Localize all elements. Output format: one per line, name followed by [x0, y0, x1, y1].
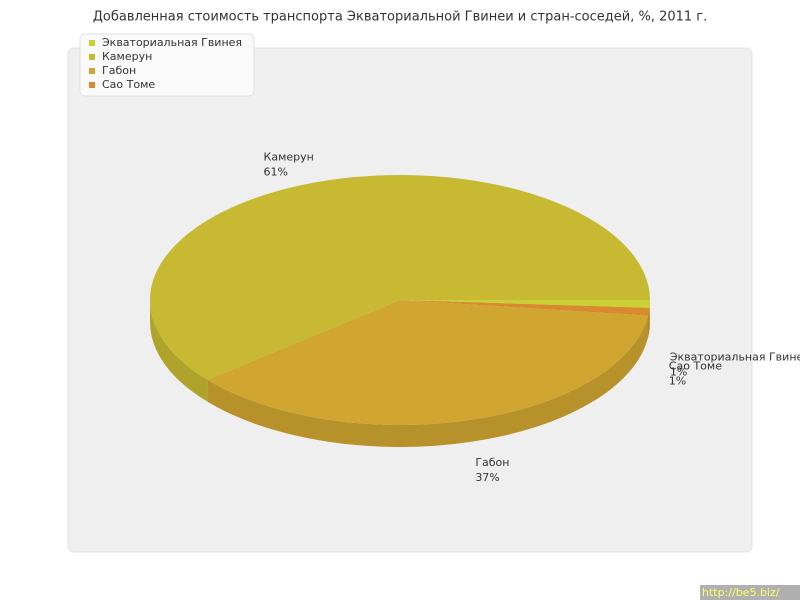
slice [207, 300, 649, 426]
slice [400, 300, 650, 308]
slice-side [648, 307, 650, 338]
legend-label: Габон [102, 64, 136, 77]
legend-swatch [89, 54, 95, 60]
watermark: http://be5.biz/ [702, 586, 780, 599]
slice-label: Камерун [264, 151, 314, 164]
legend-label: Сао Томе [102, 78, 155, 91]
slice-label: Экваториальная Гвинея [670, 351, 800, 364]
slice-label: Габон [475, 456, 509, 469]
pie: Экваториальная Гвинея 1% Камерун 61% Габон 37… [150, 151, 800, 484]
legend-label: Экваториальная Гвинея [102, 36, 242, 49]
slice-side [207, 315, 649, 448]
slice-label: Сао Томе [669, 360, 722, 373]
slice-value-label: 61% [264, 166, 288, 179]
legend-swatch [89, 40, 95, 46]
slice-value-label: 37% [475, 471, 499, 484]
slice-value-label: 1% [670, 366, 687, 379]
legend-swatch [89, 82, 95, 88]
watermark-box [700, 585, 800, 600]
slice [400, 300, 650, 316]
slice-side [150, 300, 208, 402]
legend-label: Камерун [102, 50, 152, 63]
slice-value-label: 1% [669, 375, 686, 388]
legend-box [79, 33, 255, 97]
slice [150, 175, 650, 380]
legend-swatch [89, 68, 95, 74]
chart-title: Добавленная стоимость транспорта Экватор… [93, 10, 708, 25]
